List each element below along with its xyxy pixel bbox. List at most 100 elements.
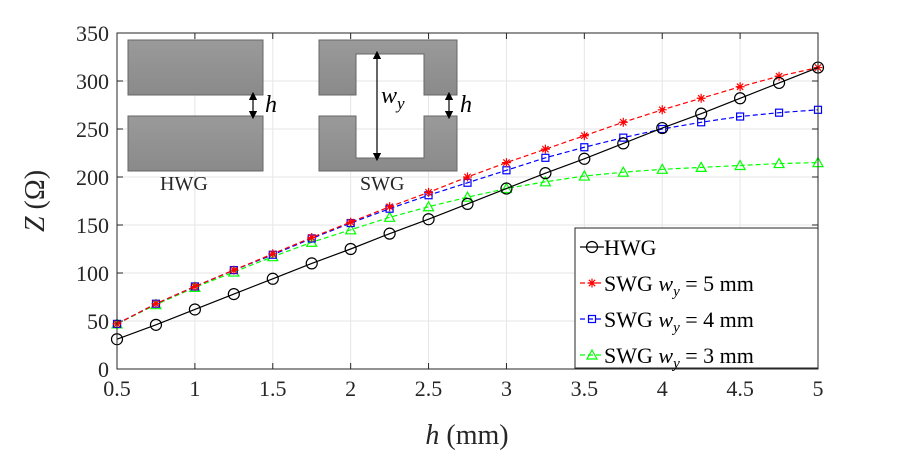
data-point-1-2 bbox=[190, 281, 200, 291]
data-point-0-9 bbox=[461, 197, 474, 210]
data-point-2-12 bbox=[580, 143, 589, 152]
data-point-3-9 bbox=[461, 190, 474, 202]
x-tick-label: 5 bbox=[813, 376, 824, 401]
data-point-0-12 bbox=[578, 152, 591, 165]
legend-item-3: SWG wy = 3 mm bbox=[580, 343, 754, 372]
y-tick-label: 100 bbox=[76, 261, 109, 286]
data-point-1-1 bbox=[151, 299, 161, 309]
legend-marker-1 bbox=[587, 278, 597, 288]
x-tick-label: 3.5 bbox=[571, 376, 599, 401]
data-point-1-7 bbox=[385, 202, 395, 212]
axes-box bbox=[116, 32, 819, 370]
legend-label-2: SWG wy = 4 mm bbox=[604, 307, 754, 336]
x-tick-label: 3 bbox=[501, 376, 512, 401]
data-point-0-8 bbox=[422, 213, 435, 226]
data-point-2-11 bbox=[541, 153, 550, 162]
legend-item-1: SWG wy = 5 mm bbox=[580, 271, 754, 300]
x-tick-label: 1.5 bbox=[259, 376, 287, 401]
data-point-3-16 bbox=[734, 159, 747, 171]
y-tick-label: 200 bbox=[76, 165, 109, 190]
y-axis-label: Z (Ω) bbox=[20, 170, 51, 232]
data-point-0-6 bbox=[344, 242, 357, 256]
hwg-label: HWG bbox=[160, 173, 208, 195]
data-point-1-3 bbox=[229, 265, 239, 275]
legend-label-0: HWG bbox=[604, 235, 657, 260]
legend-marker-2 bbox=[587, 314, 597, 324]
data-point-1-17 bbox=[774, 71, 784, 81]
swg-bottom-plate bbox=[318, 115, 458, 172]
hwg-top-plate bbox=[127, 39, 264, 96]
data-point-0-7 bbox=[383, 227, 396, 240]
data-point-1-10 bbox=[501, 158, 511, 168]
data-point-0-15 bbox=[695, 107, 708, 120]
data-point-0-10 bbox=[500, 182, 513, 195]
data-point-3-13 bbox=[617, 165, 630, 177]
data-point-3-14 bbox=[656, 163, 669, 174]
x-tick-label: 4.5 bbox=[726, 376, 754, 401]
x-tick-label: 4 bbox=[657, 376, 668, 401]
data-point-0-14 bbox=[656, 121, 669, 135]
legend-item-0: HWG bbox=[580, 235, 657, 260]
y-tick-label: 250 bbox=[76, 117, 109, 142]
y-tick-label: 0 bbox=[98, 357, 109, 382]
swg-label: SWG bbox=[360, 173, 404, 195]
data-point-1-11 bbox=[540, 144, 550, 154]
data-point-1-13 bbox=[618, 117, 628, 127]
data-point-3-7 bbox=[383, 211, 396, 222]
legend-label-3: SWG wy = 3 mm bbox=[604, 343, 754, 372]
data-point-1-6 bbox=[346, 217, 356, 227]
data-point-3-15 bbox=[695, 161, 708, 172]
data-point-1-8 bbox=[424, 187, 434, 197]
legend-box bbox=[574, 227, 819, 369]
x-tick-label: 2.5 bbox=[415, 376, 443, 401]
data-point-1-15 bbox=[696, 93, 706, 103]
data-point-0-16 bbox=[734, 92, 747, 105]
data-point-1-14 bbox=[657, 105, 667, 115]
data-point-0-13 bbox=[617, 137, 630, 150]
data-point-3-17 bbox=[773, 157, 786, 169]
data-point-0-5 bbox=[305, 257, 318, 270]
hwg-bottom-plate bbox=[127, 115, 264, 172]
data-point-1-9 bbox=[463, 172, 472, 182]
legend-marker-3 bbox=[585, 348, 599, 360]
x-tick-label: 1 bbox=[189, 376, 200, 401]
legend-label-1: SWG wy = 5 mm bbox=[604, 271, 754, 300]
y-tick-label: 300 bbox=[76, 69, 109, 94]
x-axis-label: h (mm) bbox=[425, 420, 508, 451]
data-point-3-3 bbox=[227, 265, 240, 277]
data-point-0-4 bbox=[266, 272, 279, 285]
data-point-0-2 bbox=[188, 303, 201, 316]
y-tick-label: 350 bbox=[76, 21, 109, 46]
legend-item-2: SWG wy = 4 mm bbox=[580, 307, 754, 336]
data-point-0-1 bbox=[149, 318, 163, 331]
swg-width-label: wy bbox=[381, 83, 405, 113]
data-point-2-13 bbox=[619, 133, 628, 142]
data-point-0-11 bbox=[539, 167, 552, 180]
data-point-3-6 bbox=[344, 223, 357, 235]
series-line-3 bbox=[116, 162, 819, 325]
data-point-3-11 bbox=[539, 175, 552, 187]
swg-gap-label: h bbox=[460, 92, 472, 118]
hwg-gap-label: h bbox=[265, 92, 277, 118]
legend: HWG SWG wy = 5 mm SWG wy = 4 mm SWG wy = 3 … bbox=[574, 227, 819, 372]
data-point-3-12 bbox=[578, 169, 591, 181]
swg-top-plate bbox=[318, 39, 458, 96]
y-tick-label: 150 bbox=[76, 213, 109, 238]
inset-hwg-diagram: h HWG bbox=[127, 39, 277, 195]
data-point-1-16 bbox=[735, 82, 745, 92]
x-tick-label: 2 bbox=[345, 376, 356, 401]
ticks: 0.5 1 1.5 2 2.5 3 3.5 4 4.5 505010015020025030035… bbox=[76, 21, 824, 401]
data-point-3-8 bbox=[422, 200, 435, 212]
data-point-0-17 bbox=[772, 76, 786, 90]
legend-marker-0 bbox=[585, 240, 599, 254]
y-tick-label: 50 bbox=[87, 309, 109, 334]
data-point-1-12 bbox=[579, 131, 589, 141]
data-point-0-3 bbox=[227, 288, 240, 301]
series-line-0 bbox=[116, 67, 819, 340]
inset-swg-diagram: wy h SWG bbox=[318, 39, 472, 195]
data-point-2-16 bbox=[736, 112, 745, 121]
data-point-2-17 bbox=[774, 108, 784, 117]
data-point-1-4 bbox=[268, 249, 278, 259]
x-tick-label: 0.5 bbox=[103, 376, 131, 401]
